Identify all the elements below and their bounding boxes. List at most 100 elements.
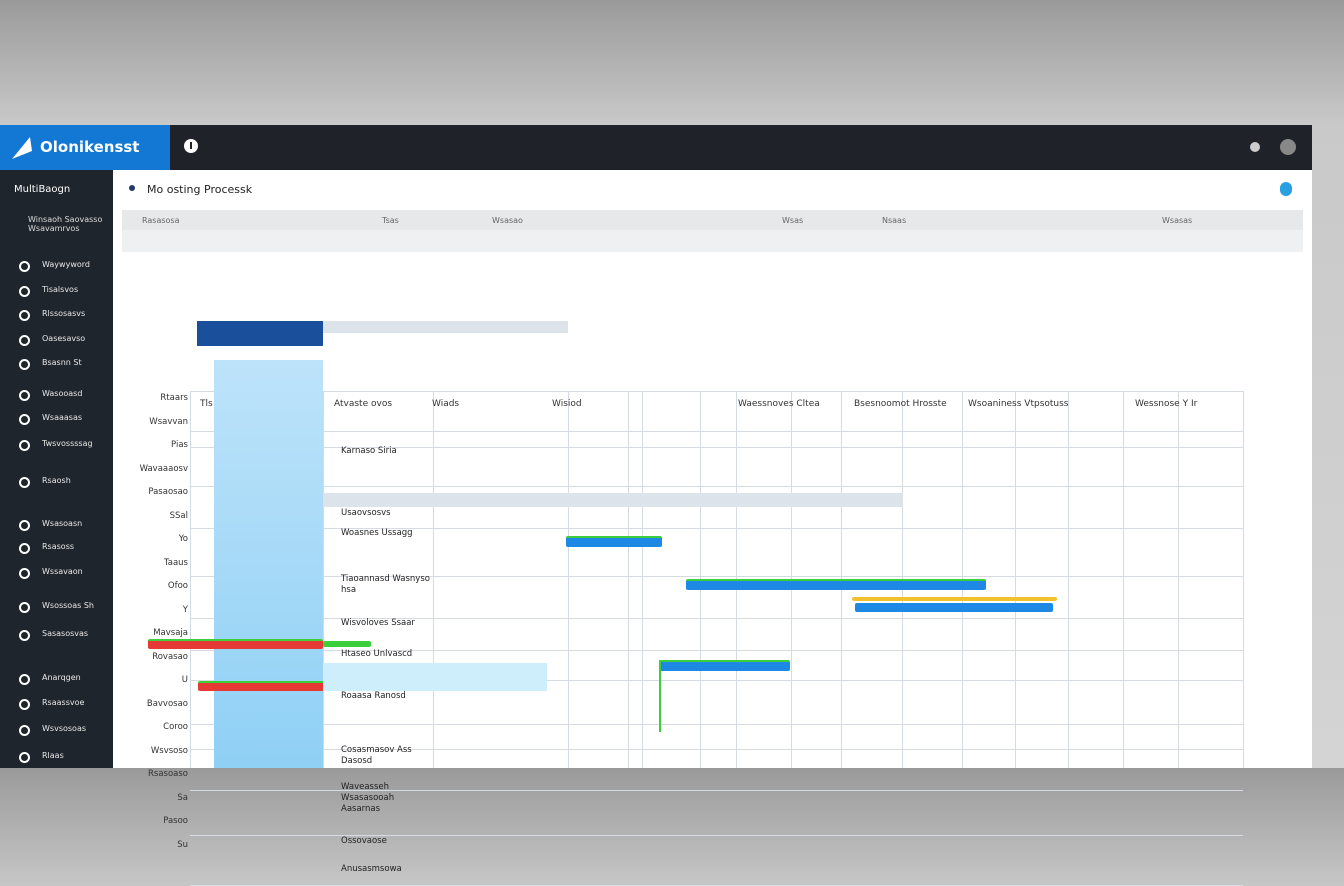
toolbar-label[interactable]: Wsasas (1162, 216, 1193, 225)
nav-icon[interactable] (19, 261, 30, 272)
grid-line (1068, 391, 1069, 768)
nav-icon[interactable] (19, 310, 30, 321)
grid-line (433, 391, 434, 768)
nav-icon[interactable] (19, 390, 30, 401)
gantt-bar[interactable] (198, 681, 338, 691)
nav-item[interactable]: Rlaas (42, 751, 64, 760)
nav-item[interactable]: Wsaaasas (42, 413, 83, 422)
nav-icon[interactable] (19, 725, 30, 736)
nav-icon[interactable] (19, 440, 30, 451)
brand-block[interactable]: Olonikensst (0, 125, 170, 170)
toolbar-label[interactable]: Rasasosa (142, 216, 180, 225)
toolbar-label[interactable]: Wsas (782, 216, 804, 225)
column-header[interactable]: Wisiod (552, 399, 582, 409)
row-label: U (181, 675, 188, 685)
sidebar: MultiBaogn Winsaoh Saovasso Wsavamrvos W… (0, 170, 113, 768)
nav-icon[interactable] (19, 699, 30, 710)
nav-item[interactable]: Twsvossssag (42, 439, 93, 448)
task-name[interactable]: Tiaoannasd Wasnyso hsa (341, 574, 430, 595)
task-name[interactable]: Cosasmasov Ass Dasosd (341, 745, 412, 766)
task-name[interactable]: Woasnes Ussagg (341, 528, 413, 538)
nav-item[interactable]: Wsasoasn (42, 519, 83, 528)
nav-item[interactable]: Bsasnn St (42, 358, 82, 367)
gantt-bar[interactable] (855, 603, 1053, 612)
task-name[interactable]: Waveasseh Wsasasooah Aasarnas (341, 782, 395, 814)
nav-icon[interactable] (19, 286, 30, 297)
toolbar (122, 210, 1303, 230)
nav-icon[interactable] (19, 602, 30, 613)
nav-item[interactable]: Tisalsvos (42, 285, 79, 294)
task-name[interactable]: Anusasmsowa (341, 864, 402, 874)
row-label: Coroo (163, 722, 188, 732)
info-icon[interactable] (183, 138, 199, 154)
row-label: Y (182, 604, 188, 615)
nav-item[interactable]: Waywyword (42, 260, 90, 269)
row-label: Rtaars (160, 393, 188, 403)
nav-item[interactable]: Anarqgen (42, 673, 81, 682)
grid-line (1243, 391, 1244, 768)
gantt-bar[interactable] (148, 639, 323, 649)
nav-icon[interactable] (19, 359, 30, 370)
nav-item[interactable]: Oasesavso (42, 334, 86, 343)
nav-item[interactable]: Rlssosasvs (42, 309, 86, 318)
column-header[interactable]: Bsesnoomot Hrosste (854, 399, 947, 409)
gantt-bar[interactable] (660, 660, 790, 671)
gantt-bar[interactable] (852, 597, 1057, 601)
sidebar-subtitle: Winsaoh Saovasso Wsavamrvos (28, 215, 103, 233)
nav-icon[interactable] (19, 414, 30, 425)
grid-line (190, 431, 1243, 432)
nav-item[interactable]: Wasooasd (42, 389, 83, 398)
task-name[interactable]: Karnaso Siria (341, 446, 397, 456)
row-highlight (323, 493, 903, 507)
nav-icon[interactable] (19, 568, 30, 579)
grid-line (1178, 391, 1179, 768)
help-icon[interactable] (1280, 182, 1292, 196)
user-icons[interactable] (1248, 137, 1298, 157)
nav-item[interactable]: Rsasoss (42, 542, 75, 551)
row-label: Pias (171, 440, 188, 450)
toolbar-label[interactable]: Tsas (382, 216, 399, 225)
nav-item[interactable]: Rsaosh (42, 476, 71, 485)
nav-icon[interactable] (19, 477, 30, 488)
toolbar-label[interactable]: Wsasao (492, 216, 523, 225)
nav-item[interactable]: Sasasosvas (42, 629, 89, 638)
column-header[interactable]: Wiads (432, 399, 460, 409)
nav-item[interactable]: Wssavaon (42, 567, 83, 576)
grid-line (568, 391, 569, 768)
nav-icon[interactable] (19, 543, 30, 554)
grid-line (628, 391, 629, 768)
row-label: Su (177, 839, 188, 850)
nav-icon[interactable] (19, 630, 30, 641)
toolbar-label[interactable]: Nsaas (882, 216, 907, 225)
column-header[interactable]: Wessnose Y Ir (1135, 399, 1198, 409)
task-name[interactable]: Ossovaose (341, 836, 387, 846)
gantt-bar[interactable] (323, 641, 371, 647)
nav-icon[interactable] (19, 520, 30, 531)
grid-line (190, 650, 1243, 651)
column-header[interactable]: Tls (200, 399, 213, 409)
toolbar-row: Rasasosa Tsas Wsasao Wsas Nsaas Wsasas (122, 216, 1303, 252)
grid-line (190, 618, 1243, 619)
task-name[interactable]: Htaseo Unlvascd (341, 649, 413, 659)
nav-icon[interactable] (19, 674, 30, 685)
row-label: Taaus (163, 557, 188, 568)
row-label: SSal (169, 510, 188, 521)
column-header[interactable]: Atvaste ovos (334, 399, 393, 409)
row-label: Wsvsoso (150, 745, 188, 756)
nav-item[interactable]: Wsossoas Sh (42, 601, 94, 610)
nav-item[interactable]: Wsvsosoas (42, 724, 87, 733)
nav-icon[interactable] (19, 752, 30, 763)
column-header[interactable]: Wsoaniness Vtpsotuss (968, 399, 1069, 409)
row-label: Ofoo (167, 581, 188, 591)
nav-icon[interactable] (19, 335, 30, 346)
selected-task[interactable] (197, 321, 323, 346)
app-window: Olonikensst MultiBaogn Winsaoh Saovasso … (0, 125, 1312, 886)
column-header[interactable]: Waessnoves Cltea (738, 399, 820, 409)
gantt-bar[interactable] (566, 536, 662, 547)
task-name[interactable]: Wisvoloves Ssaar (341, 618, 415, 628)
nav-item[interactable]: Rsaassvoe (42, 698, 85, 707)
row-label: Wsavvan (149, 416, 188, 427)
row-label: Pasaosao (148, 487, 188, 497)
row-highlight (323, 321, 568, 333)
gantt-bar[interactable] (686, 579, 986, 590)
